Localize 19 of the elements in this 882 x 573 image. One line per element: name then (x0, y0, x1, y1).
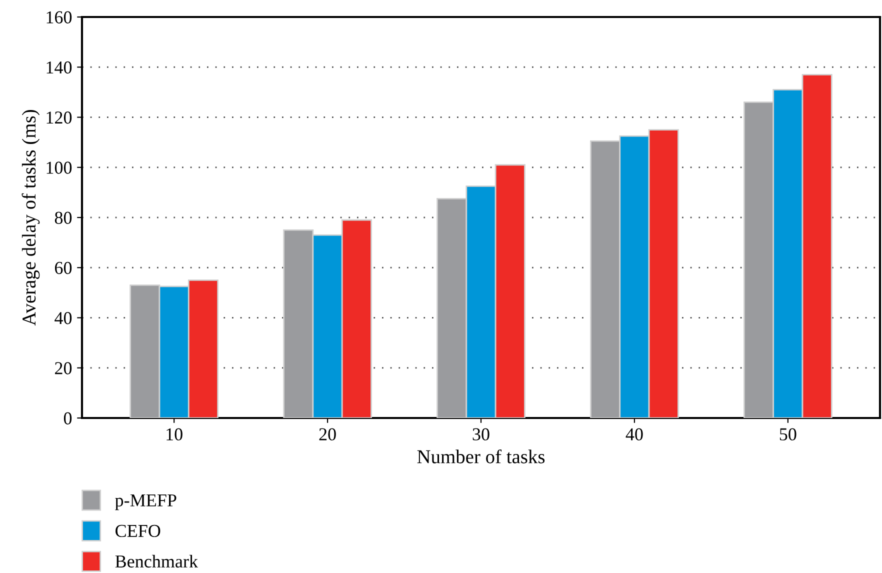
x-tick-label: 10 (166, 428, 182, 440)
y-tick-label: 100 (46, 162, 72, 174)
legend-label: Benchmark (115, 554, 198, 568)
x-tick-label: 20 (319, 428, 336, 440)
x-tick-label: 30 (472, 428, 490, 440)
x-axis-title: Number of tasks (417, 449, 545, 464)
y-tick-label: 0 (64, 412, 72, 424)
x-tick-label: 40 (626, 428, 643, 440)
y-tick-label: 160 (46, 11, 72, 24)
y-tick-label: 80 (54, 212, 72, 224)
legend-label: p-MEFP (115, 494, 176, 510)
y-tick-label: 140 (46, 61, 72, 74)
y-tick-label: 40 (54, 312, 72, 324)
y-axis-title: Average delay of tasks (ms) (22, 110, 40, 326)
y-tick-label: 20 (55, 362, 72, 374)
legend-label: CEFO (116, 524, 160, 538)
y-tick-label: 120 (46, 112, 72, 124)
y-tick-label: 60 (55, 262, 72, 274)
x-tick-label: 50 (780, 428, 796, 440)
